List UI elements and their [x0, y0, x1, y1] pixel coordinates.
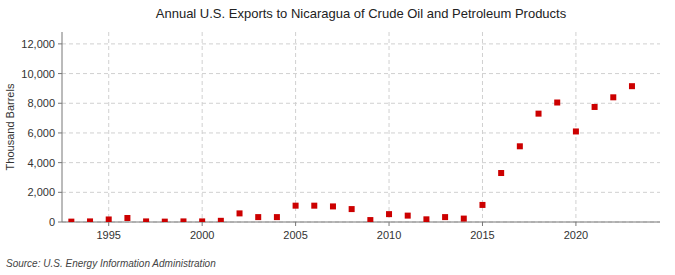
- y-tick: [58, 132, 62, 133]
- y-axis-line: [62, 32, 63, 222]
- point: [124, 215, 130, 221]
- x-tick: [202, 222, 203, 226]
- points: [68, 83, 635, 222]
- y-grid-line: [62, 73, 660, 74]
- point: [498, 170, 504, 176]
- point: [143, 218, 149, 222]
- x-tick-label: 2000: [190, 229, 214, 241]
- point: [68, 219, 74, 222]
- point: [274, 214, 280, 220]
- title: Annual U.S. Exports to Nicaragua of Crud…: [156, 6, 567, 21]
- point: [405, 213, 411, 219]
- point: [218, 218, 224, 222]
- y-tick-label: 10,000: [21, 68, 55, 80]
- x-axis-line: [62, 222, 660, 223]
- point: [162, 219, 168, 222]
- y-tick: [58, 222, 62, 223]
- source-note: Source: U.S. Energy Information Administ…: [6, 258, 216, 269]
- point: [237, 210, 243, 216]
- point: [330, 203, 336, 209]
- y-grid-line: [62, 162, 660, 163]
- point: [106, 216, 112, 222]
- x-tick: [482, 222, 483, 226]
- point: [479, 202, 485, 208]
- y-tick-label: 0: [49, 216, 55, 228]
- point: [87, 218, 93, 222]
- axes: 0 2,000 4,000 6,000 8,000 10,000 12,000 1995 200…: [21, 32, 660, 241]
- point: [592, 104, 598, 110]
- x-grid-line: [575, 32, 576, 222]
- y-tick-label: 12,000: [21, 38, 55, 50]
- x-grid-line: [295, 32, 296, 222]
- y-grid-line: [62, 103, 660, 104]
- y-grid-line: [62, 222, 660, 223]
- x-grid-line: [389, 32, 390, 222]
- x-tick-label: 1995: [96, 229, 120, 241]
- y-tick-label: 4,000: [27, 157, 55, 169]
- y-grid-line: [62, 43, 660, 44]
- point: [180, 218, 186, 222]
- point: [517, 143, 523, 149]
- x-tick-label: 2020: [564, 229, 588, 241]
- point: [293, 203, 299, 209]
- point: [311, 203, 317, 209]
- x-tick: [389, 222, 390, 226]
- y-grid-line: [62, 192, 660, 193]
- y-grid-line: [62, 132, 660, 133]
- y-tick: [58, 73, 62, 74]
- x-tick-label: 2010: [377, 229, 401, 241]
- point: [573, 128, 579, 134]
- point: [610, 94, 616, 100]
- y-tick-label: 6,000: [27, 127, 55, 139]
- x-tick: [575, 222, 576, 226]
- y-tick: [58, 192, 62, 193]
- point: [199, 218, 205, 222]
- x-grid-line: [482, 32, 483, 222]
- x-grid-line: [108, 32, 109, 222]
- point: [442, 214, 448, 220]
- y-tick: [58, 162, 62, 163]
- point: [629, 83, 635, 89]
- point: [554, 100, 560, 106]
- x-tick: [108, 222, 109, 226]
- point: [386, 211, 392, 217]
- grid: [62, 32, 660, 222]
- y-tick-label: 2,000: [27, 186, 55, 198]
- y-tick-label: 8,000: [27, 97, 55, 109]
- point: [255, 214, 261, 220]
- y-tick: [58, 43, 62, 44]
- x-tick: [295, 222, 296, 226]
- y-axis-label: Thousand Barrels: [4, 83, 16, 170]
- chart: Annual U.S. Exports to Nicaragua of Crud…: [0, 0, 675, 275]
- x-tick-label: 2005: [283, 229, 307, 241]
- y-tick: [58, 103, 62, 104]
- point: [461, 216, 467, 222]
- point: [349, 206, 355, 212]
- point: [423, 216, 429, 222]
- point: [367, 217, 373, 222]
- point: [536, 111, 542, 117]
- x-grid-line: [202, 32, 203, 222]
- x-tick-label: 2015: [470, 229, 494, 241]
